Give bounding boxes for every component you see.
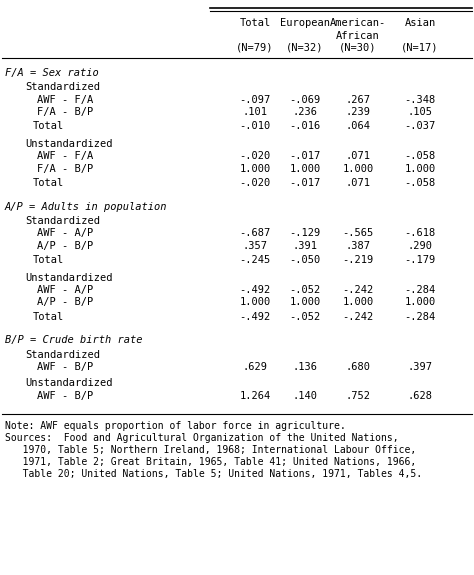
- Text: .071: .071: [346, 151, 371, 162]
- Text: Standardized: Standardized: [25, 350, 100, 360]
- Text: A/P - B/P: A/P - B/P: [37, 297, 93, 308]
- Text: .236: .236: [292, 107, 318, 117]
- Text: -.245: -.245: [239, 255, 271, 265]
- Text: .101: .101: [243, 107, 267, 117]
- Text: -.052: -.052: [289, 285, 320, 295]
- Text: Total: Total: [33, 178, 64, 188]
- Text: -.348: -.348: [404, 95, 436, 105]
- Text: -.179: -.179: [404, 255, 436, 265]
- Text: B/P = Crude birth rate: B/P = Crude birth rate: [5, 335, 143, 346]
- Text: .752: .752: [346, 391, 371, 401]
- Text: -.284: -.284: [404, 285, 436, 295]
- Text: .064: .064: [346, 121, 371, 131]
- Text: Note: AWF equals proportion of labor force in agriculture.: Note: AWF equals proportion of labor for…: [5, 421, 346, 431]
- Text: .136: .136: [292, 362, 318, 372]
- Text: AWF - A/P: AWF - A/P: [37, 285, 93, 295]
- Text: .267: .267: [346, 95, 371, 105]
- Text: -.242: -.242: [342, 285, 374, 295]
- Text: -.687: -.687: [239, 228, 271, 239]
- Text: -.058: -.058: [404, 178, 436, 188]
- Text: -.565: -.565: [342, 228, 374, 239]
- Text: 1.000: 1.000: [404, 164, 436, 174]
- Text: -.284: -.284: [404, 312, 436, 322]
- Text: (N=17): (N=17): [401, 42, 439, 52]
- Text: African: African: [336, 31, 380, 41]
- Text: .391: .391: [292, 241, 318, 251]
- Text: -.242: -.242: [342, 312, 374, 322]
- Text: Sources:  Food and Agricultural Organization of the United Nations,: Sources: Food and Agricultural Organizat…: [5, 433, 399, 443]
- Text: Table 20; United Nations, Table 5; United Nations, 1971, Tables 4,5.: Table 20; United Nations, Table 5; Unite…: [5, 469, 422, 479]
- Text: -.058: -.058: [404, 151, 436, 162]
- Text: -.618: -.618: [404, 228, 436, 239]
- Text: 1.000: 1.000: [404, 297, 436, 308]
- Text: Total: Total: [33, 121, 64, 131]
- Text: 1.000: 1.000: [289, 297, 320, 308]
- Text: (N=30): (N=30): [339, 42, 377, 52]
- Text: .105: .105: [408, 107, 432, 117]
- Text: 1.000: 1.000: [239, 164, 271, 174]
- Text: A/P - B/P: A/P - B/P: [37, 241, 93, 251]
- Text: Total: Total: [33, 312, 64, 322]
- Text: A/P = Adults in population: A/P = Adults in population: [5, 202, 167, 212]
- Text: Asian: Asian: [404, 18, 436, 28]
- Text: Unstandardized: Unstandardized: [25, 378, 112, 388]
- Text: 1.000: 1.000: [289, 164, 320, 174]
- Text: -.017: -.017: [289, 178, 320, 188]
- Text: European: European: [280, 18, 330, 28]
- Text: .357: .357: [243, 241, 267, 251]
- Text: Total: Total: [239, 18, 271, 28]
- Text: -.219: -.219: [342, 255, 374, 265]
- Text: -.020: -.020: [239, 178, 271, 188]
- Text: 1971, Table 2; Great Britain, 1965, Table 41; United Nations, 1966,: 1971, Table 2; Great Britain, 1965, Tabl…: [5, 457, 416, 467]
- Text: F/A - B/P: F/A - B/P: [37, 164, 93, 174]
- Text: Unstandardized: Unstandardized: [25, 139, 112, 149]
- Text: -.492: -.492: [239, 312, 271, 322]
- Text: -.037: -.037: [404, 121, 436, 131]
- Text: 1970, Table 5; Northern Ireland, 1968; International Labour Office,: 1970, Table 5; Northern Ireland, 1968; I…: [5, 445, 416, 455]
- Text: .239: .239: [346, 107, 371, 117]
- Text: American-: American-: [330, 18, 386, 28]
- Text: -.017: -.017: [289, 151, 320, 162]
- Text: Unstandardized: Unstandardized: [25, 273, 112, 283]
- Text: .628: .628: [408, 391, 432, 401]
- Text: -.016: -.016: [289, 121, 320, 131]
- Text: -.069: -.069: [289, 95, 320, 105]
- Text: .397: .397: [408, 362, 432, 372]
- Text: -.050: -.050: [289, 255, 320, 265]
- Text: -.129: -.129: [289, 228, 320, 239]
- Text: .140: .140: [292, 391, 318, 401]
- Text: Total: Total: [33, 255, 64, 265]
- Text: AWF - A/P: AWF - A/P: [37, 228, 93, 239]
- Text: .290: .290: [408, 241, 432, 251]
- Text: (N=32): (N=32): [286, 42, 324, 52]
- Text: Standardized: Standardized: [25, 216, 100, 226]
- Text: -.052: -.052: [289, 312, 320, 322]
- Text: -.097: -.097: [239, 95, 271, 105]
- Text: -.010: -.010: [239, 121, 271, 131]
- Text: .680: .680: [346, 362, 371, 372]
- Text: 1.000: 1.000: [342, 297, 374, 308]
- Text: .629: .629: [243, 362, 267, 372]
- Text: 1.000: 1.000: [342, 164, 374, 174]
- Text: 1.264: 1.264: [239, 391, 271, 401]
- Text: F/A = Sex ratio: F/A = Sex ratio: [5, 68, 99, 78]
- Text: AWF - B/P: AWF - B/P: [37, 391, 93, 401]
- Text: Standardized: Standardized: [25, 82, 100, 93]
- Text: F/A - B/P: F/A - B/P: [37, 107, 93, 117]
- Text: AWF - F/A: AWF - F/A: [37, 151, 93, 162]
- Text: (N=79): (N=79): [236, 42, 274, 52]
- Text: AWF - F/A: AWF - F/A: [37, 95, 93, 105]
- Text: AWF - B/P: AWF - B/P: [37, 362, 93, 372]
- Text: .387: .387: [346, 241, 371, 251]
- Text: -.492: -.492: [239, 285, 271, 295]
- Text: 1.000: 1.000: [239, 297, 271, 308]
- Text: .071: .071: [346, 178, 371, 188]
- Text: -.020: -.020: [239, 151, 271, 162]
